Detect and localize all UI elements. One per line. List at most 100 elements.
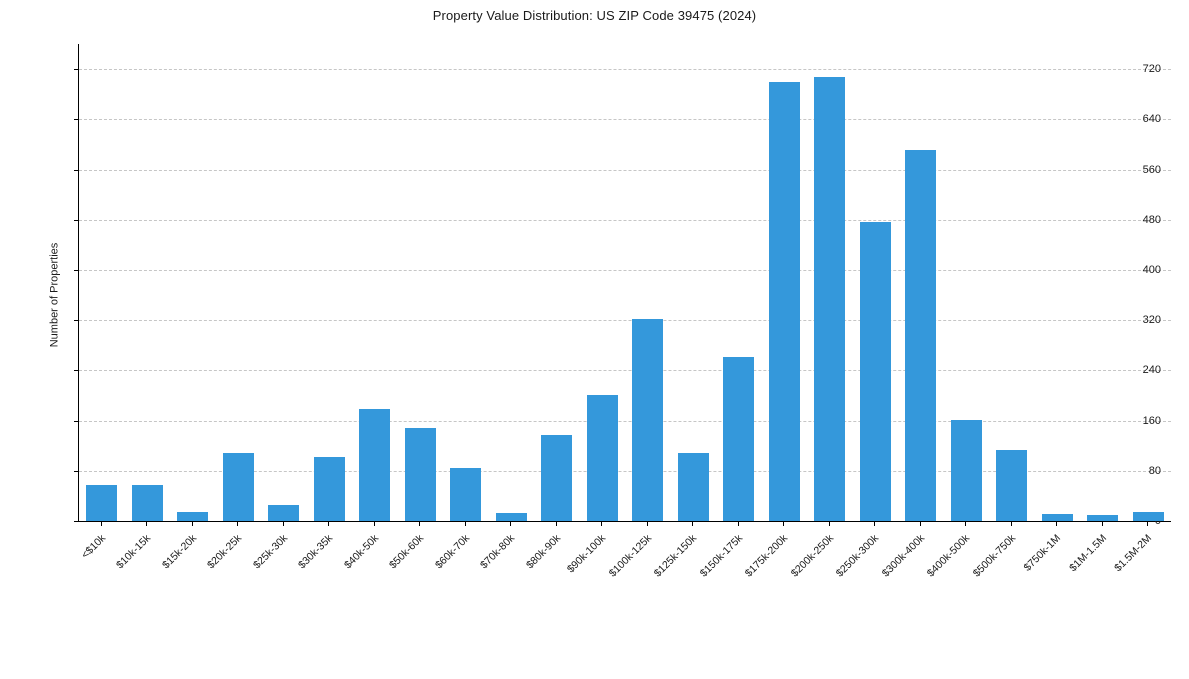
x-tick-mark [646, 521, 648, 526]
y-tick-label: 240 [1142, 364, 1161, 377]
bar[interactable] [359, 409, 391, 521]
x-tick-mark [510, 521, 512, 526]
x-tick-mark [737, 521, 739, 526]
x-tick-label-text: $1M-1.5M [1066, 532, 1109, 575]
x-tick-label-text: $30k-35k [296, 532, 336, 572]
y-tick-mark [74, 370, 79, 372]
bar[interactable] [541, 435, 573, 521]
y-tick-label: 480 [1142, 213, 1161, 226]
gridline [79, 320, 1171, 322]
x-tick-mark [828, 521, 830, 526]
y-tick-mark [74, 521, 79, 522]
bar[interactable] [905, 150, 937, 521]
y-tick-mark [74, 119, 79, 121]
gridline [79, 169, 1171, 171]
bar[interactable] [632, 318, 664, 521]
x-tick-label-text: $750k-1M [1021, 532, 1064, 574]
x-tick-mark [692, 521, 694, 526]
x-tick-mark [419, 521, 421, 526]
y-tick-mark [74, 420, 79, 422]
x-tick-label-text: $50k-60k [387, 532, 427, 572]
x-tick-mark [601, 521, 603, 526]
x-tick-label-text: $1.5M-2M [1112, 532, 1155, 575]
y-tick-label: 320 [1142, 314, 1161, 327]
x-tick-label-text: $80k-90k [523, 532, 563, 572]
chart-title: Property Value Distribution: US ZIP Code… [432, 8, 757, 23]
x-tick-label-text: <$10k [78, 532, 108, 562]
bar[interactable] [1087, 515, 1119, 521]
x-tick-mark [373, 521, 375, 526]
bar[interactable] [859, 222, 891, 521]
y-tick-label: 0 [1154, 515, 1161, 527]
gridline [79, 470, 1171, 472]
x-tick-label-text: $15k-20k [159, 532, 199, 572]
x-tick-mark [1147, 521, 1149, 526]
x-tick-mark [783, 521, 785, 526]
y-tick-label: 80 [1148, 464, 1161, 477]
x-tick-mark [965, 521, 967, 526]
y-tick-label: 400 [1142, 263, 1161, 276]
plot-area: 0 80 160 240 320 400 480 560 640 720 [74, 44, 1171, 527]
y-tick-mark [74, 470, 79, 472]
gridline [79, 420, 1171, 422]
x-tick-mark [555, 521, 557, 526]
x-tick-label-text: $90k-100k [565, 532, 609, 576]
x-tick-label: <$10k [0, 528, 109, 678]
bar[interactable] [950, 419, 982, 521]
bar[interactable] [1041, 514, 1073, 521]
bar[interactable] [86, 484, 118, 521]
bars-layer [79, 44, 1171, 521]
x-tick-label-text: $60k-70k [432, 532, 472, 572]
x-tick-mark [919, 521, 921, 526]
x-tick-mark [328, 521, 330, 526]
x-tick-mark [146, 521, 148, 526]
gridline [79, 370, 1171, 372]
x-tick-label-text: $25k-30k [250, 532, 290, 572]
gridline [79, 119, 1171, 121]
bar[interactable] [404, 428, 436, 521]
bar[interactable] [814, 76, 846, 521]
bar[interactable] [768, 82, 800, 521]
bar[interactable] [677, 453, 709, 521]
y-tick-label: 640 [1142, 113, 1161, 126]
gridline [79, 269, 1171, 271]
x-axis-ticks [78, 521, 1170, 529]
x-tick-label-text: $20k-25k [205, 532, 245, 572]
bar[interactable] [313, 456, 345, 521]
bar[interactable] [177, 511, 209, 521]
y-axis-label: Number of Properties [48, 242, 61, 348]
x-tick-mark [464, 521, 466, 526]
bar[interactable] [1132, 512, 1164, 521]
bar[interactable] [723, 357, 755, 521]
bar[interactable] [495, 512, 527, 521]
y-tick-mark [74, 169, 79, 171]
x-tick-label-text: $70k-80k [478, 532, 518, 572]
x-tick-mark [237, 521, 239, 526]
x-tick-mark [1056, 521, 1058, 526]
bar[interactable] [586, 395, 618, 521]
x-tick-mark [1101, 521, 1103, 526]
bar[interactable] [996, 450, 1028, 521]
x-tick-mark [100, 521, 102, 526]
gridline [79, 219, 1171, 221]
y-tick-mark [74, 320, 79, 322]
x-tick-label-text: $10k-15k [114, 532, 154, 572]
y-tick-label: 560 [1142, 163, 1161, 176]
x-tick-mark [874, 521, 876, 526]
x-tick-mark [191, 521, 193, 526]
y-tick-mark [74, 219, 79, 221]
bar[interactable] [222, 453, 254, 521]
y-tick-mark [74, 269, 79, 271]
gridline [79, 69, 1171, 71]
bar[interactable] [131, 484, 163, 521]
bar[interactable] [268, 504, 300, 521]
x-axis-labels: <$10k $10k-15k $15k-20k $20k-25k $25k-30k $30… [78, 528, 1170, 590]
y-tick-label: 720 [1142, 63, 1161, 76]
x-tick-mark [282, 521, 284, 526]
y-tick-mark [74, 69, 79, 71]
x-tick-mark [1010, 521, 1012, 526]
bar[interactable] [450, 468, 482, 521]
bar-chart: Property Value Distribution: US ZIP Code… [48, 8, 1171, 590]
y-tick-label: 160 [1142, 414, 1161, 427]
x-tick-label-text: $40k-50k [341, 532, 381, 572]
